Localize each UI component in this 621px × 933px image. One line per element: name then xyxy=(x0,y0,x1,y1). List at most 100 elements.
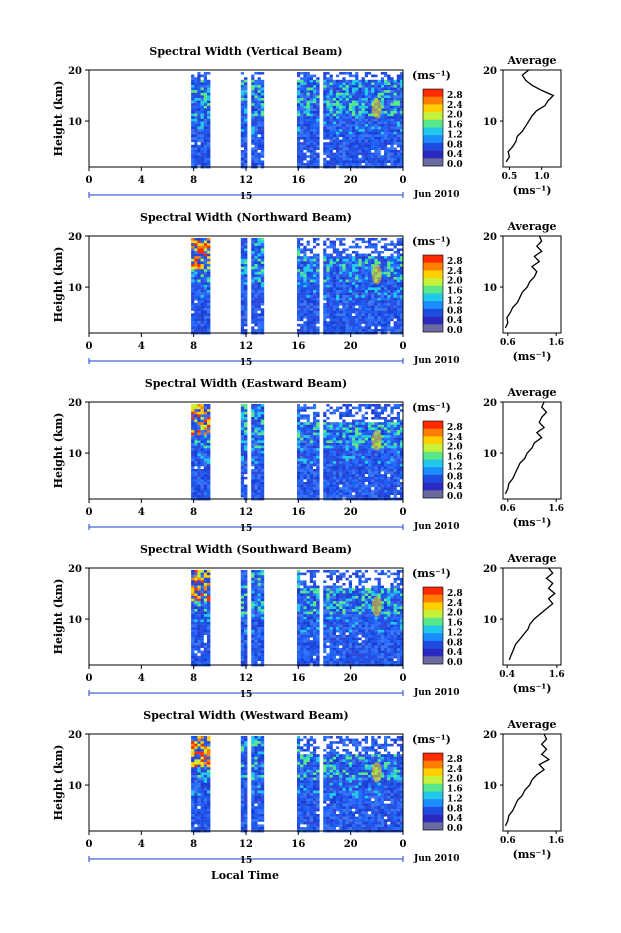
colorbar-tick-label: 0.8 xyxy=(447,638,463,648)
x-tick-label: 16 xyxy=(291,839,305,850)
average-y-tick-label: 10 xyxy=(483,117,497,128)
colorbar-tick-label: 0.4 xyxy=(447,150,463,160)
average-y-tick-label: 20 xyxy=(483,66,497,77)
average-y-tick-label: 10 xyxy=(483,449,497,460)
colorbar-swatch xyxy=(423,618,443,626)
heatmap-block xyxy=(251,238,264,334)
heatmap-block xyxy=(323,736,403,832)
y-tick-label: 10 xyxy=(68,615,82,626)
x-tick-label: 20 xyxy=(344,673,358,684)
colorbar-tick-label: 2.4 xyxy=(447,599,463,609)
colorbar-tick-label: 2.4 xyxy=(447,433,463,443)
x-tick-label: 8 xyxy=(190,839,197,850)
colorbar-swatch xyxy=(423,263,443,271)
colorbar-tick-label: 2.4 xyxy=(447,101,463,111)
colorbar-swatch xyxy=(423,301,443,309)
x-tick-label: 4 xyxy=(138,341,145,352)
y-tick-label: 20 xyxy=(68,398,82,409)
colorbar-swatch xyxy=(423,483,443,491)
colorbar-swatch xyxy=(423,294,443,302)
heatmap-block xyxy=(241,72,248,168)
heatmap-block xyxy=(323,72,403,168)
y-axis-label: Height (km) xyxy=(52,81,65,157)
panel-title: Spectral Width (Westward Beam) xyxy=(143,709,348,722)
x-tick-label: 12 xyxy=(239,839,253,850)
colorbar-tick-label: 0.4 xyxy=(447,648,463,658)
x-tick-label: 0 xyxy=(400,673,407,684)
colorbar-swatch xyxy=(423,587,443,595)
y-tick-label: 10 xyxy=(68,449,82,460)
colorbar-tick-label: 1.6 xyxy=(447,453,463,463)
x-tick-label: 12 xyxy=(239,175,253,186)
y-tick-label: 10 xyxy=(68,283,82,294)
colorbar-swatch xyxy=(423,112,443,120)
x-tick-label: 0 xyxy=(86,175,93,186)
colorbar-swatch xyxy=(423,128,443,136)
heatmap-block xyxy=(297,238,320,334)
heatmap-block xyxy=(241,736,248,832)
x-tick-label: 16 xyxy=(291,341,305,352)
average-title: Average xyxy=(506,718,556,731)
colorbar-swatch xyxy=(423,317,443,325)
colorbar-swatch xyxy=(423,158,443,166)
colorbar-swatch xyxy=(423,89,443,97)
average-y-tick-label: 10 xyxy=(483,283,497,294)
colorbar-swatch xyxy=(423,776,443,784)
beam-panel: Spectral Width (Northward Beam)2010Heigh… xyxy=(52,211,564,368)
heatmap-block xyxy=(191,570,210,666)
colorbar-swatch xyxy=(423,595,443,603)
colorbar-tick-label: 1.6 xyxy=(447,619,463,629)
colorbar-tick-label: 1.6 xyxy=(447,287,463,297)
colorbar-swatch xyxy=(423,784,443,792)
beam-panel: Spectral Width (Southward Beam)2010Heigh… xyxy=(52,543,565,700)
colorbar-swatch xyxy=(423,436,443,444)
colorbar-swatch xyxy=(423,270,443,278)
heatmap-block xyxy=(297,736,320,832)
x-tick-label: 16 xyxy=(291,175,305,186)
average-y-tick-label: 20 xyxy=(483,564,497,575)
y-tick-label: 20 xyxy=(68,66,82,77)
colorbar-tick-label: 0.0 xyxy=(447,160,463,170)
x-tick-label: 12 xyxy=(239,341,253,352)
x-tick-label: 4 xyxy=(138,839,145,850)
average-x-tick-label: 1.0 xyxy=(534,172,550,182)
heatmap-feature xyxy=(372,430,382,450)
y-tick-label: 20 xyxy=(68,564,82,575)
average-x-tick-label: 0.5 xyxy=(502,172,518,182)
colorbar-swatch xyxy=(423,421,443,429)
x-tick-label: 12 xyxy=(239,507,253,518)
average-x-label: (ms⁻¹) xyxy=(513,350,552,363)
average-x-tick-label: 0.4 xyxy=(499,670,515,680)
average-y-tick-label: 20 xyxy=(483,398,497,409)
x-tick-label: 0 xyxy=(86,507,93,518)
average-profile-line xyxy=(509,568,555,660)
average-y-tick-label: 10 xyxy=(483,781,497,792)
colorbar-swatch xyxy=(423,649,443,657)
heatmap-block xyxy=(323,404,403,500)
average-x-label: (ms⁻¹) xyxy=(513,184,552,197)
heatmap-block xyxy=(297,72,320,168)
heatmap-feature xyxy=(372,762,382,782)
heatmap-block xyxy=(323,570,403,666)
average-frame xyxy=(503,402,561,499)
heatmap-block xyxy=(251,736,264,832)
colorbar-tick-label: 1.2 xyxy=(447,628,463,638)
colorbar-swatch xyxy=(423,475,443,483)
x-tick-label: 20 xyxy=(344,341,358,352)
heatmap-block xyxy=(241,404,248,500)
average-y-tick-label: 20 xyxy=(483,730,497,741)
x-tick-label: 12 xyxy=(239,673,253,684)
date-label: 15 xyxy=(240,856,253,866)
colorbar-tick-label: 2.0 xyxy=(447,775,463,785)
colorbar-swatch xyxy=(423,286,443,294)
average-x-tick-label: 1.6 xyxy=(548,836,564,846)
colorbar-tick-label: 0.0 xyxy=(447,658,463,668)
x-tick-label: 20 xyxy=(344,507,358,518)
x-tick-label: 16 xyxy=(291,673,305,684)
average-x-tick-label: 0.6 xyxy=(500,504,516,514)
average-y-tick-label: 10 xyxy=(483,615,497,626)
colorbar-tick-label: 2.0 xyxy=(447,277,463,287)
colorbar-swatch xyxy=(423,135,443,143)
heatmap-block xyxy=(323,238,403,334)
x-tick-label: 4 xyxy=(138,673,145,684)
